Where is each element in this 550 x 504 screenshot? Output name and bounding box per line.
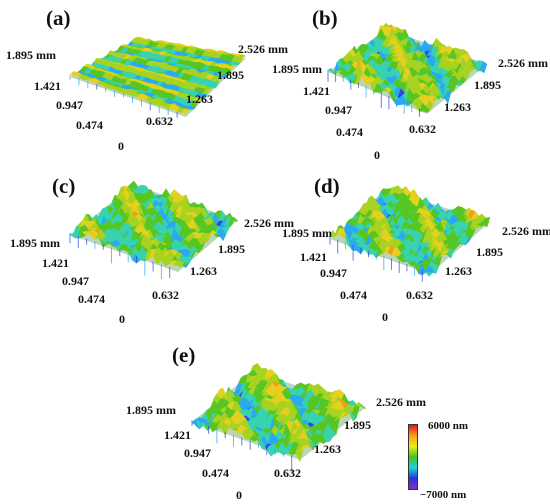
- y-tick-label: 0.474: [76, 118, 103, 132]
- panel-label: (d): [314, 174, 340, 198]
- x-tick-label: 1.895: [218, 242, 245, 256]
- x-tick-label: 1.895: [217, 68, 244, 82]
- y-axis-max-label: 1.895 mm: [282, 226, 332, 240]
- x-tick-label: 0.632: [409, 122, 436, 136]
- panel-label: (b): [312, 6, 338, 30]
- x-tick-label: 1.263: [190, 264, 217, 278]
- x-tick-label: 1.263: [186, 92, 213, 106]
- y-tick-label: 0.474: [340, 288, 367, 302]
- origin-label: 0: [374, 148, 380, 162]
- x-axis-max-label: 2.526 mm: [502, 224, 550, 238]
- y-tick-label: 0.947: [184, 446, 211, 460]
- colorbar-min-label: −7000 nm: [420, 489, 467, 501]
- y-tick-label: 0.474: [202, 466, 229, 480]
- y-tick-label: 0.474: [78, 292, 105, 306]
- colorbar-max-label: 6000 nm: [428, 420, 469, 432]
- x-tick-label: 1.895: [476, 245, 503, 259]
- x-tick-label: 0.632: [274, 466, 301, 480]
- y-tick-label: 0.947: [62, 274, 89, 288]
- y-axis-max-label: 1.895 mm: [10, 236, 60, 250]
- y-tick-label: 1.421: [34, 79, 61, 93]
- x-axis-max-label: 2.526 mm: [238, 42, 288, 56]
- x-tick-label: 1.263: [445, 264, 472, 278]
- y-tick-label: 0.947: [56, 98, 83, 112]
- origin-label: 0: [118, 139, 124, 153]
- y-tick-label: 1.421: [164, 428, 191, 442]
- y-tick-label: 0.947: [325, 103, 352, 117]
- y-tick-label: 0.474: [336, 125, 363, 139]
- x-tick-label: 1.263: [314, 442, 341, 456]
- origin-label: 0: [119, 312, 125, 326]
- x-tick-label: 0.632: [146, 114, 173, 128]
- origin-label: 0: [382, 310, 388, 324]
- x-axis-max-label: 2.526 mm: [376, 395, 426, 409]
- y-axis-max-label: 1.895 mm: [6, 48, 56, 62]
- x-axis-max-label: 2.526 mm: [498, 56, 548, 70]
- panel-label: (a): [46, 6, 71, 30]
- x-tick-label: 1.895: [344, 418, 371, 432]
- y-tick-label: 0.947: [320, 266, 347, 280]
- y-tick-label: 1.421: [300, 250, 327, 264]
- y-axis-max-label: 1.895 mm: [126, 403, 176, 417]
- x-axis-max-label: 2.526 mm: [244, 216, 294, 230]
- y-tick-label: 1.421: [303, 84, 330, 98]
- y-tick-label: 1.421: [42, 256, 69, 270]
- panel-label: (e): [172, 343, 196, 367]
- x-tick-label: 1.263: [444, 100, 471, 114]
- x-tick-label: 0.632: [406, 288, 433, 302]
- y-axis-max-label: 1.895 mm: [272, 62, 322, 76]
- x-tick-label: 0.632: [152, 288, 179, 302]
- x-tick-label: 1.895: [474, 78, 501, 92]
- colorbar: [408, 424, 418, 490]
- origin-label: 0: [236, 488, 242, 502]
- panel-label: (c): [52, 174, 76, 198]
